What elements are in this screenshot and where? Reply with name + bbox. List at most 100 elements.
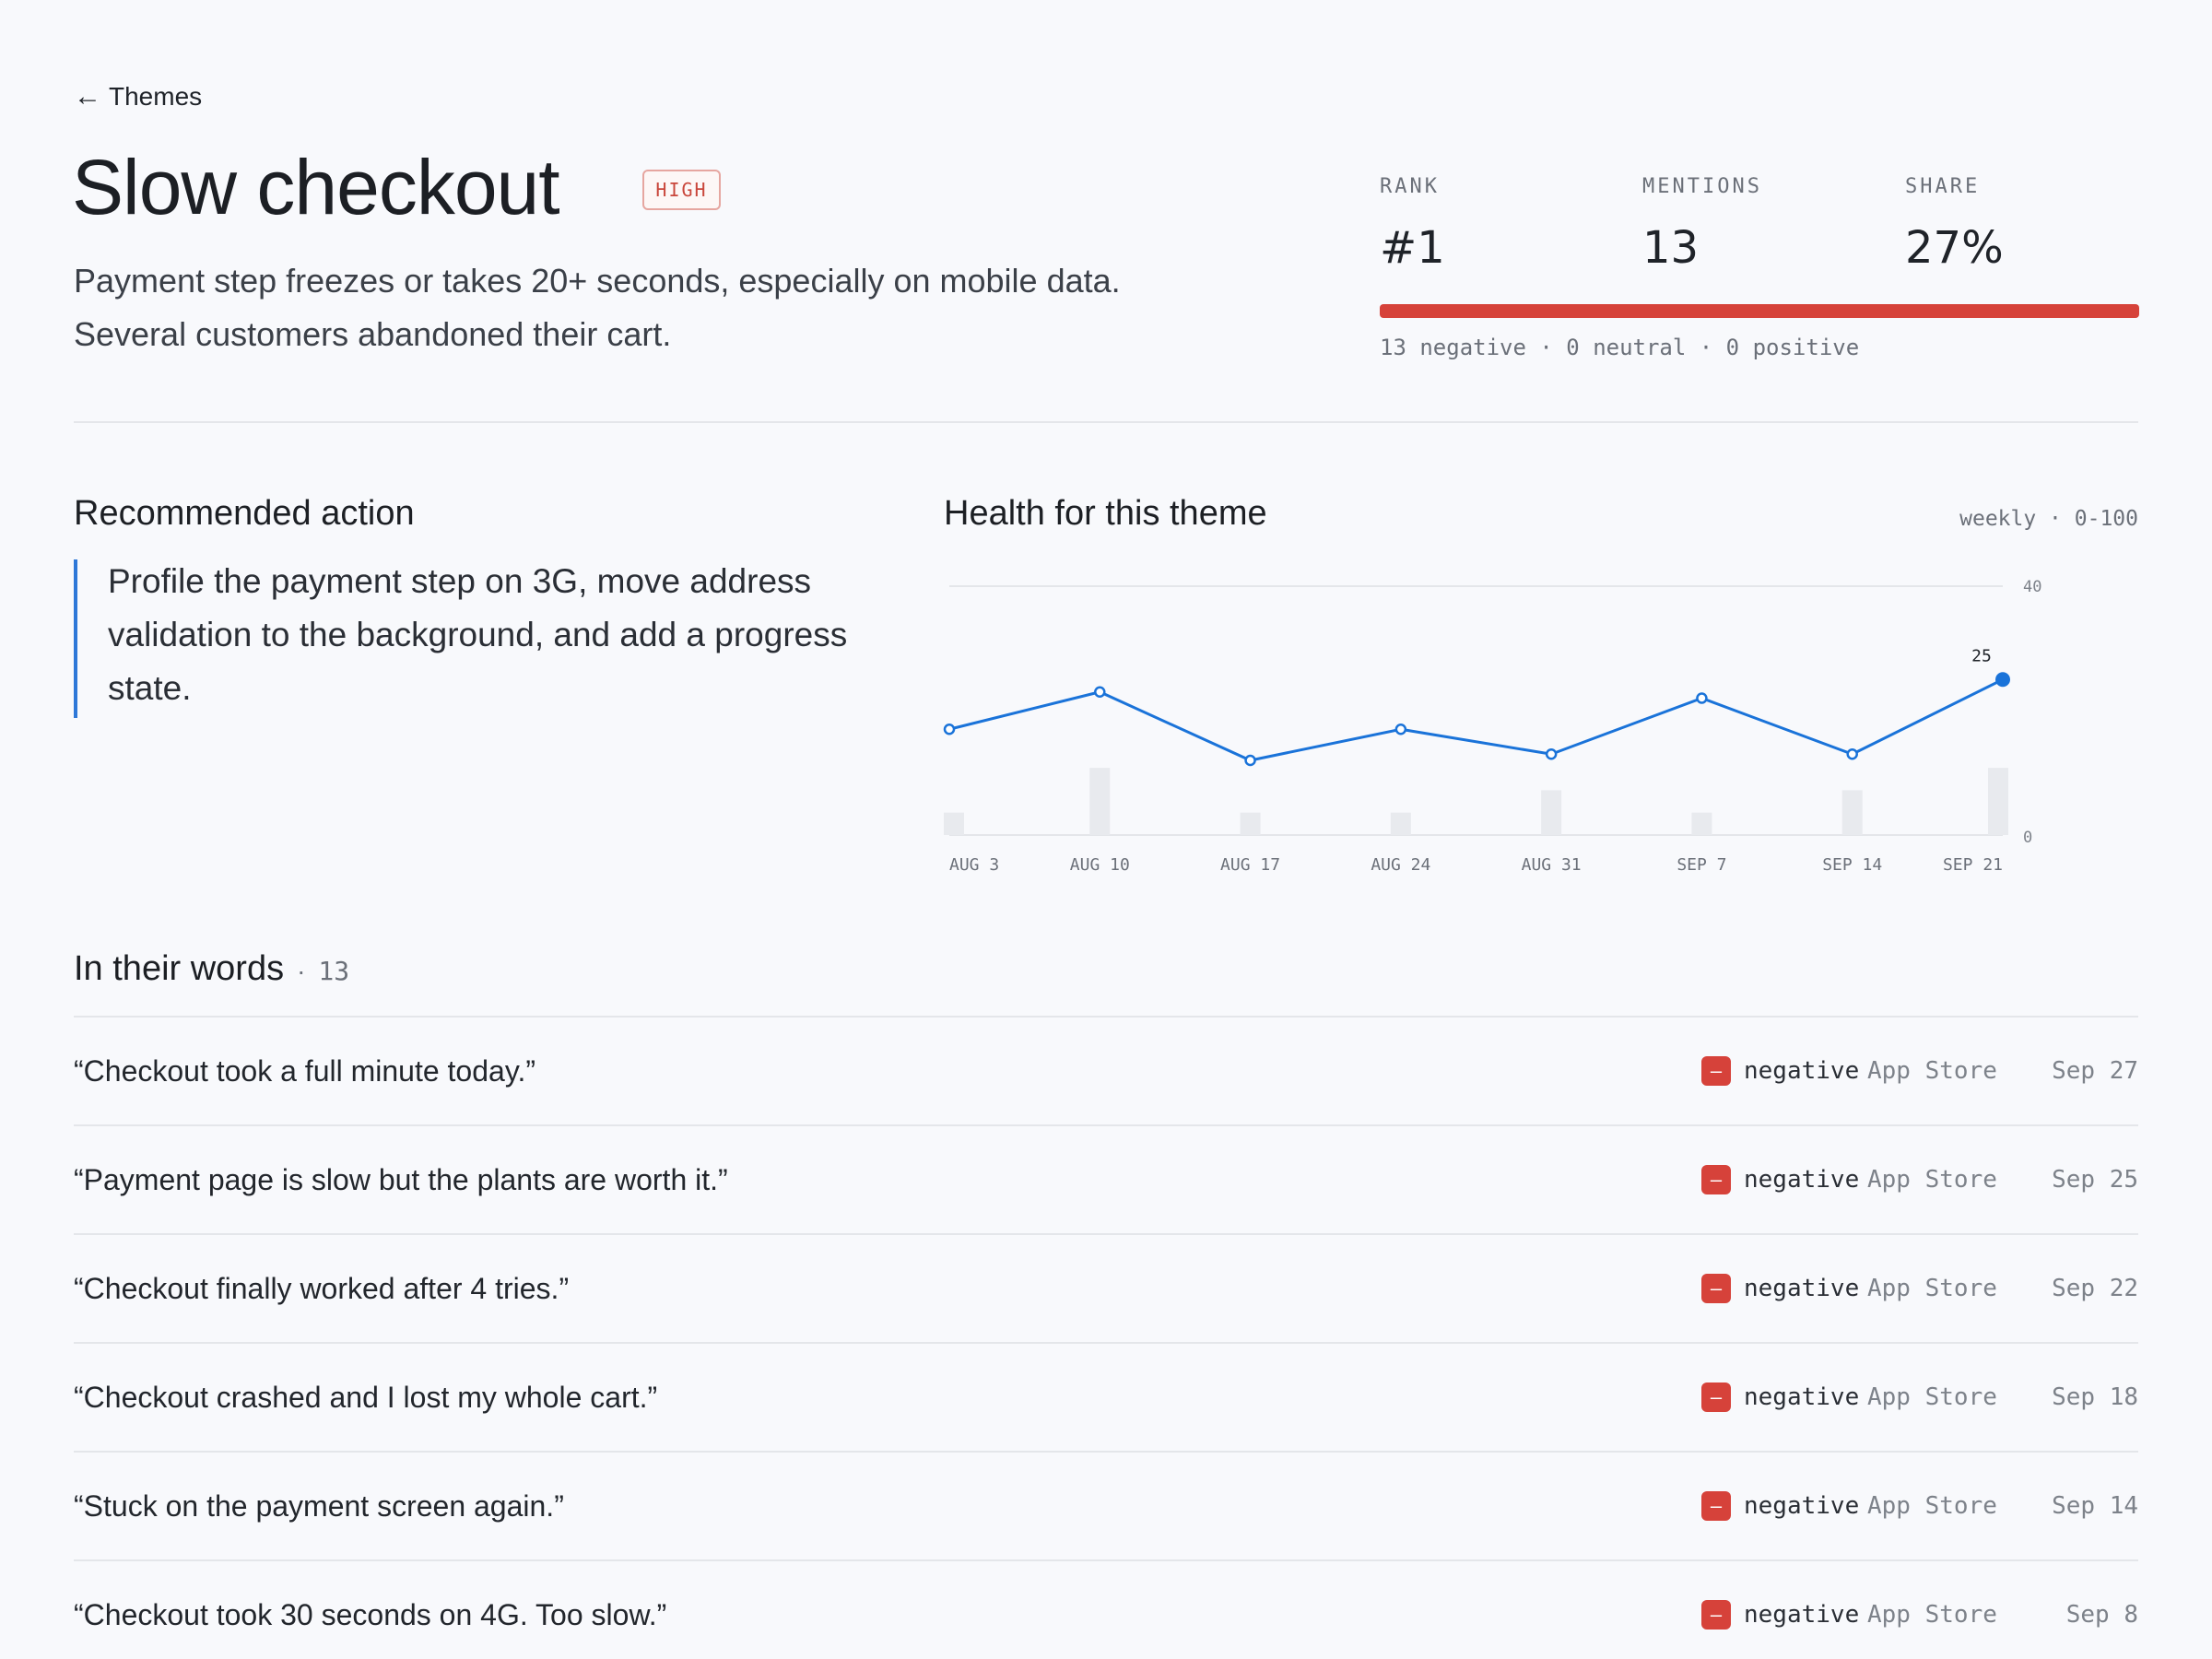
sentiment-label: negative: [1744, 1166, 1860, 1194]
x-tick-label: AUG 17: [1220, 855, 1280, 875]
arrow-left-icon: ←: [74, 81, 101, 112]
sentiment-summary: 13 negative · 0 neutral · 0 positive: [1380, 335, 1860, 360]
volume-bar: [1988, 768, 2008, 835]
data-point: [1394, 724, 1407, 735]
y-tick-label: 40: [2023, 578, 2041, 596]
recommended-action-heading: Recommended action: [74, 494, 415, 533]
negative-sentiment-icon: –: [1701, 1382, 1731, 1412]
health-chart: 0 40 25 AUG 3 AUG 10 AUG 17 AUG 24 AUG 31 SEP 7 S…: [943, 578, 2041, 875]
quote-count: 13: [318, 956, 350, 986]
data-point: [1696, 692, 1708, 704]
in-their-words-heading: In their words · 13: [74, 949, 349, 989]
health-chart-heading: Health for this theme: [944, 494, 1267, 533]
volume-bar: [1089, 768, 1111, 835]
volume-bar: [1691, 812, 1712, 835]
data-label-latest: 25: [1971, 646, 1992, 665]
x-tick-label: AUG 3: [949, 855, 999, 875]
data-point: [1244, 754, 1256, 767]
volume-bar: [944, 812, 964, 835]
sentiment-label: negative: [1744, 1057, 1860, 1085]
date-label: Sep 8: [2065, 1601, 2138, 1629]
quote-meta: – negative App Store Sep 25: [1701, 1126, 2138, 1233]
x-tick-label: AUG 31: [1522, 855, 1582, 875]
date-label: Sep 25: [2052, 1166, 2138, 1194]
negative-sentiment-icon: –: [1701, 1600, 1731, 1630]
stat-mentions-value: 13: [1642, 222, 1700, 274]
volume-bar: [1841, 790, 1863, 835]
quote-text: “Checkout crashed and I lost my whole ca…: [74, 1380, 658, 1414]
stat-mentions: MENTIONS 13: [1642, 175, 1762, 274]
stat-share: SHARE 27%: [1905, 175, 2004, 274]
quote-meta: – negative App Store Sep 18: [1701, 1344, 2138, 1451]
x-tick-label: AUG 10: [1070, 855, 1130, 875]
priority-badge: HIGH: [642, 170, 721, 210]
data-point: [943, 724, 956, 735]
y-tick-label: 0: [2023, 829, 2032, 847]
quote-text: “Payment page is slow but the plants are…: [74, 1162, 728, 1196]
list-item[interactable]: “Checkout finally worked after 4 tries.”…: [74, 1233, 2138, 1342]
stat-rank: RANK #1: [1380, 175, 1445, 274]
health-chart-meta: weekly · 0-100: [1959, 507, 2138, 531]
volume-bar: [1240, 812, 1261, 835]
negative-sentiment-icon: –: [1701, 1056, 1731, 1086]
quote-text: “Checkout took 30 seconds on 4G. Too slo…: [74, 1597, 667, 1631]
health-line: [948, 677, 2004, 762]
volume-bar: [1390, 812, 1411, 835]
stat-share-value: 27%: [1905, 222, 2004, 274]
quote-meta: – negative App Store Sep 8: [1701, 1561, 2138, 1659]
quotes-list: “Checkout took a full minute today.” – n…: [74, 1016, 2138, 1659]
volume-bar: [1541, 790, 1562, 835]
sentiment-label: negative: [1744, 1275, 1860, 1302]
list-item[interactable]: “Payment page is slow but the plants are…: [74, 1124, 2138, 1233]
source-label: App Store: [1867, 1601, 1997, 1629]
date-label: Sep 18: [2052, 1383, 2138, 1411]
list-item[interactable]: “Checkout took a full minute today.” – n…: [74, 1016, 2138, 1124]
quote-text: “Checkout finally worked after 4 tries.”: [74, 1271, 570, 1305]
quote-meta: – negative App Store Sep 22: [1701, 1235, 2138, 1342]
sentiment-bar-negative-fill: [1380, 304, 2139, 318]
data-point-latest: [1995, 672, 2010, 688]
back-link-label: Themes: [109, 82, 203, 111]
x-tick-label: SEP 21: [1943, 855, 2003, 875]
list-item[interactable]: “Stuck on the payment screen again.” – n…: [74, 1451, 2138, 1559]
source-label: App Store: [1867, 1275, 1997, 1302]
negative-sentiment-icon: –: [1701, 1165, 1731, 1194]
quote-meta: – negative App Store Sep 27: [1701, 1018, 2138, 1124]
source-label: App Store: [1867, 1492, 1997, 1520]
data-point: [1846, 748, 1858, 760]
quote-text: “Stuck on the payment screen again.”: [74, 1488, 564, 1523]
list-item[interactable]: “Checkout took 30 seconds on 4G. Too slo…: [74, 1559, 2138, 1659]
source-label: App Store: [1867, 1383, 1997, 1411]
x-tick-label: SEP 7: [1677, 855, 1726, 875]
sentiment-bar: [1380, 304, 2139, 318]
source-label: App Store: [1867, 1057, 1997, 1085]
data-point: [1545, 748, 1558, 760]
recommended-action-text: Profile the payment step on 3G, move add…: [108, 562, 848, 707]
x-tick-label: SEP 14: [1822, 855, 1882, 875]
theme-description: Payment step freezes or takes 20+ second…: [74, 262, 1121, 353]
page-title: Slow checkout: [72, 144, 560, 230]
quote-text: “Checkout took a full minute today.”: [74, 1053, 535, 1088]
date-label: Sep 27: [2052, 1057, 2138, 1085]
x-tick-label: AUG 24: [1371, 855, 1430, 875]
sentiment-label: negative: [1744, 1492, 1860, 1520]
date-label: Sep 14: [2052, 1492, 2138, 1520]
quote-meta: – negative App Store Sep 14: [1701, 1453, 2138, 1559]
stat-rank-label: RANK: [1380, 175, 1440, 198]
heading-separator: ·: [297, 957, 306, 985]
sentiment-label: negative: [1744, 1383, 1860, 1411]
source-label: App Store: [1867, 1166, 1997, 1194]
negative-sentiment-icon: –: [1701, 1491, 1731, 1521]
sentiment-label: negative: [1744, 1601, 1860, 1629]
stat-share-label: SHARE: [1905, 175, 1981, 198]
in-their-words-title: In their words: [74, 949, 285, 988]
back-link-themes[interactable]: ← Themes: [74, 81, 202, 112]
data-point: [1094, 686, 1106, 698]
recommended-action-box: Profile the payment step on 3G, move add…: [74, 559, 885, 718]
list-item[interactable]: “Checkout crashed and I lost my whole ca…: [74, 1342, 2138, 1451]
stat-rank-value: #1: [1380, 222, 1445, 274]
date-label: Sep 22: [2052, 1275, 2138, 1302]
stat-mentions-label: MENTIONS: [1642, 175, 1762, 198]
negative-sentiment-icon: –: [1701, 1274, 1731, 1303]
divider: [74, 421, 2138, 423]
